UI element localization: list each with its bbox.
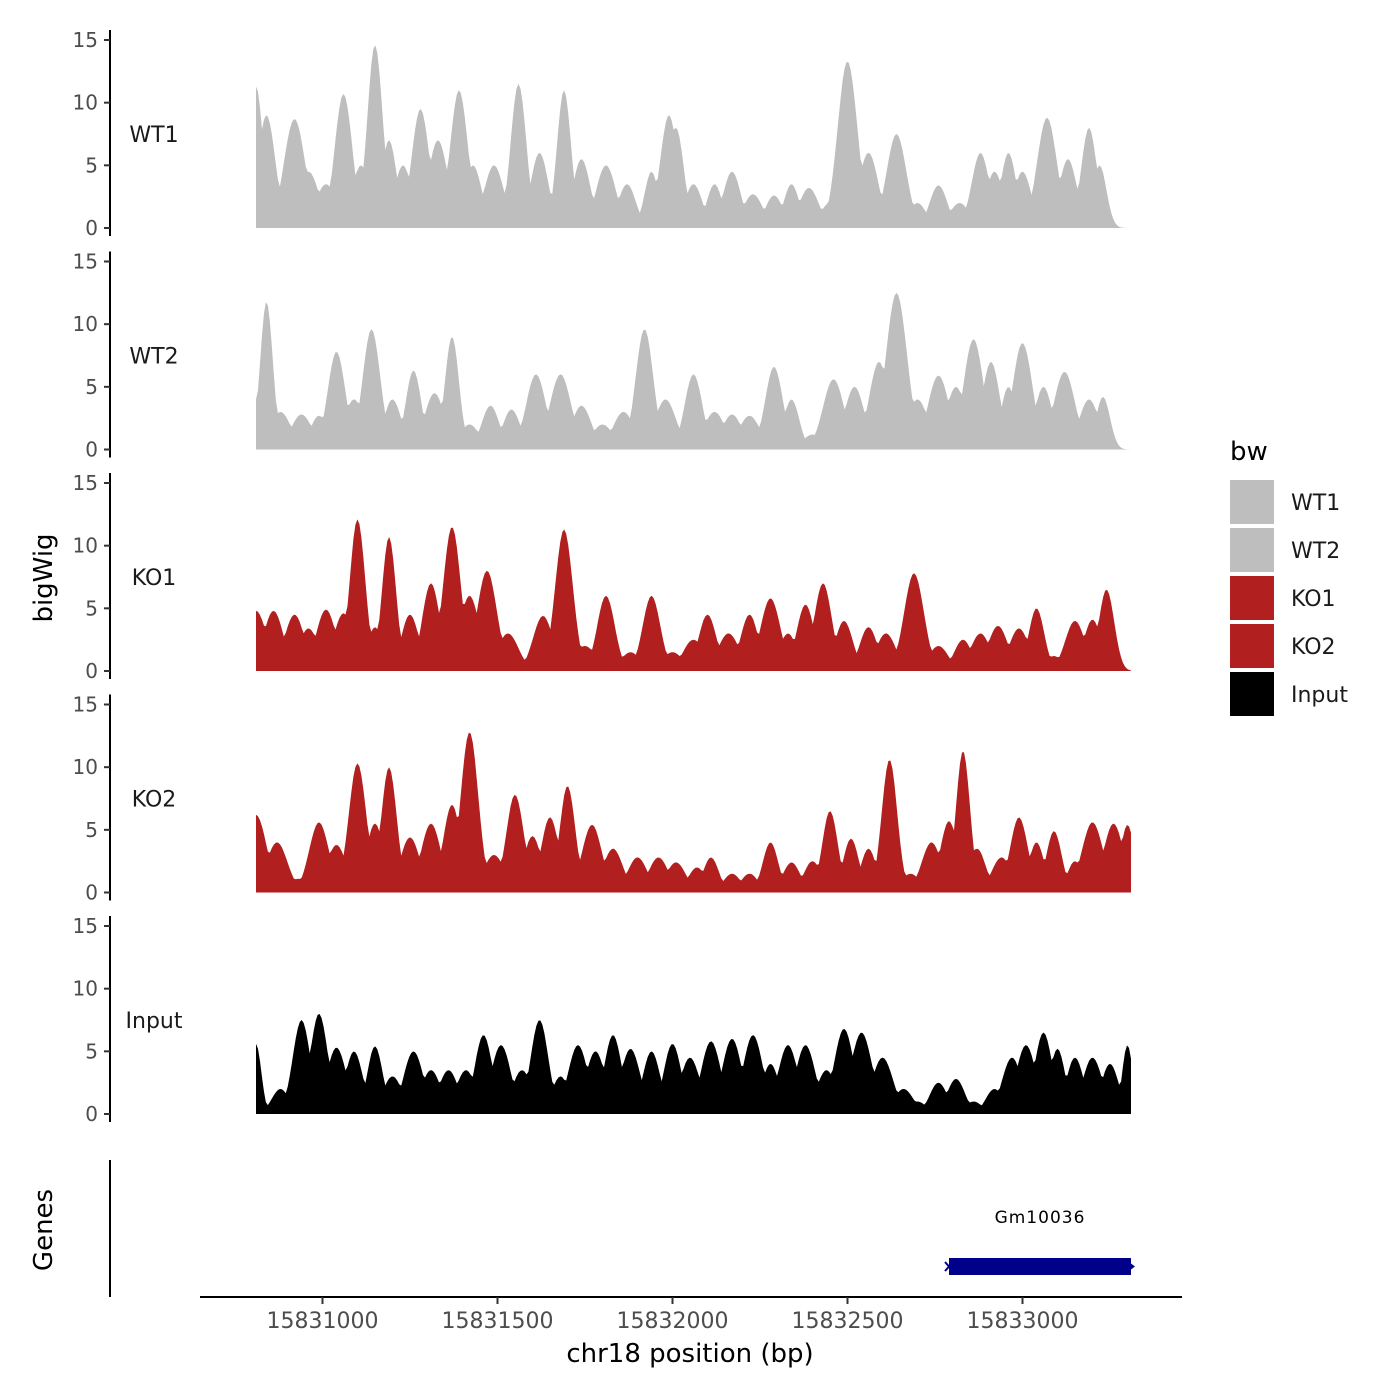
y-tick-label: 10: [73, 977, 98, 1001]
y-axis-title: bigWig: [29, 533, 59, 622]
y-tick-label: 15: [73, 693, 98, 717]
gene-track: Gm10036: [109, 1160, 1135, 1297]
y-tick-label: 15: [73, 471, 98, 495]
legend-key-ko2: [1230, 624, 1274, 668]
y-tick-label: 10: [73, 312, 98, 336]
legend-title: bw: [1230, 437, 1268, 467]
legend-label: KO1: [1291, 587, 1336, 612]
y-tick-label: 5: [85, 1039, 98, 1063]
legend: bw WT1 WT2 KO1 KO2 Input: [1230, 437, 1348, 716]
y-tick-label: 5: [85, 596, 98, 620]
panel-wt1: 0 5 10 15 WT1: [73, 28, 1131, 240]
signal-area-wt2: [256, 292, 1131, 450]
panel-input: 0 5 10 15 Input: [73, 914, 1131, 1126]
gene-strand-arrow: [1129, 1262, 1135, 1271]
legend-key-wt1: [1230, 480, 1274, 524]
y-tick-label: 10: [73, 91, 98, 115]
legend-key-wt2: [1230, 528, 1274, 572]
y-tick-label: 0: [85, 881, 98, 905]
y-tick-label: 0: [85, 438, 98, 462]
gene-start-marker: [944, 1261, 954, 1272]
y-tick-label: 5: [85, 153, 98, 177]
y-tick-label: 5: [85, 818, 98, 842]
x-tick-label: 15832500: [792, 1309, 904, 1334]
panel-wt2: 0 5 10 15 WT2: [73, 250, 1131, 462]
legend-key-input: [1230, 672, 1274, 716]
gene-label: Gm10036: [995, 1208, 1086, 1228]
panel-ko2: 0 5 10 15 KO2: [73, 693, 1131, 905]
y-tick-label: 0: [85, 216, 98, 240]
y-tick-label: 15: [73, 250, 98, 274]
x-tick-label: 15832000: [617, 1309, 729, 1334]
genes-axis-title: Genes: [29, 1189, 59, 1271]
signal-area-wt1: [256, 45, 1131, 229]
x-tick-label: 15831000: [267, 1309, 379, 1334]
track-label: KO2: [132, 788, 177, 813]
legend-label: WT1: [1291, 491, 1340, 516]
legend-label: WT2: [1291, 539, 1340, 564]
y-tick-label: 10: [73, 534, 98, 558]
legend-label: Input: [1291, 683, 1348, 708]
track-label: Input: [126, 1009, 183, 1034]
track-label: KO1: [132, 566, 177, 591]
x-tick-label: 15833000: [967, 1309, 1079, 1334]
legend-label: KO2: [1291, 635, 1336, 660]
y-tick-label: 15: [73, 914, 98, 938]
y-tick-label: 0: [85, 1102, 98, 1126]
y-tick-label: 5: [85, 375, 98, 399]
y-tick-label: 15: [73, 28, 98, 52]
signal-area-ko1: [256, 519, 1131, 671]
track-label: WT1: [129, 123, 178, 148]
legend-key-ko1: [1230, 576, 1274, 620]
x-axis-title: chr18 position (bp): [566, 1339, 813, 1369]
x-axis: 15831000 15831500 15832000 15832500 15833000: [200, 1296, 1182, 1334]
y-tick-label: 10: [73, 755, 98, 779]
gene-body: [949, 1258, 1131, 1275]
y-tick-label: 0: [85, 659, 98, 683]
signal-area-ko2: [256, 732, 1131, 893]
panel-ko1: 0 5 10 15 KO1: [73, 471, 1131, 683]
signal-area-input: [256, 1014, 1131, 1114]
track-label: WT2: [129, 345, 178, 370]
track-panels: 0 5 10 15 WT1 0 5 10 15 WT2 0 5 10 15 KO1 0 5 10 15 KO2 0 5 10…: [73, 28, 1131, 1126]
x-tick-label: 15831500: [442, 1309, 554, 1334]
